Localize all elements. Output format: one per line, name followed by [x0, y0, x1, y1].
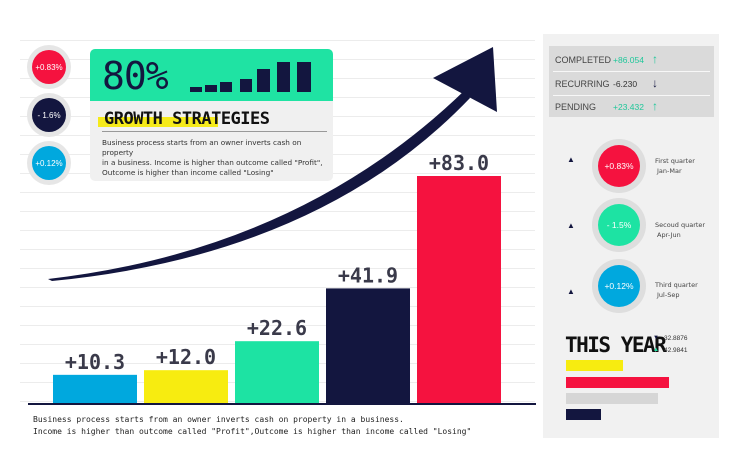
stat-value: +86.054: [613, 55, 644, 65]
mini-bar-icon: [257, 69, 270, 92]
bar: [144, 370, 228, 403]
stat-value: +23.432: [613, 102, 644, 112]
mini-bar-icon: [205, 85, 217, 92]
bar: [417, 176, 501, 403]
card-description: Business process starts from an owner in…: [102, 138, 327, 178]
quarter-value: +0.83%: [598, 145, 640, 187]
quarter-label: First quarter Jan-Mar: [655, 156, 695, 176]
quarter-name: Third quarter: [655, 281, 698, 289]
mini-bar-icon: [220, 82, 232, 92]
triangle-up-icon: ▲: [653, 347, 659, 353]
stat-label: PENDING: [555, 102, 597, 112]
desc-line: in a business. Income is higher than out…: [102, 158, 323, 167]
bottom-line: Income is higher than outcome called "Pr…: [33, 427, 472, 436]
indicator-circle: - 1.6%: [27, 93, 71, 137]
indicator-circle: +0.83%: [27, 45, 71, 89]
bar-label: +22.6: [247, 316, 307, 340]
bottom-line: Business process starts from an owner in…: [33, 415, 404, 424]
this-year-title: THIS YEAR: [565, 333, 667, 357]
bar-label: +83.0: [429, 151, 489, 175]
quarter-months: Apr-Jun: [657, 231, 681, 239]
bar-label: +12.0: [156, 345, 216, 369]
this-year-bar: [566, 393, 658, 404]
bar: [235, 341, 319, 403]
this-year-value: 32.8876: [664, 335, 688, 342]
divider: [102, 131, 327, 132]
arrow-up-icon: ↑: [652, 99, 658, 113]
quarter-circle: +0.12%: [592, 259, 646, 313]
quarter-label: Third quarter Jul-Sep: [655, 280, 698, 300]
bar: [326, 288, 410, 403]
mini-bar-icon: [190, 87, 202, 92]
growth-card: 80% GROWTH STRATEGIES Business process s…: [90, 49, 333, 181]
quarter-label: Secoud quarter Apr-Jun: [655, 220, 705, 240]
stats-divider: [553, 71, 710, 72]
stat-label: COMPLETED: [555, 55, 612, 65]
indicator-value: +0.83%: [32, 50, 66, 84]
arrow-down-icon: ↓: [652, 76, 658, 90]
this-year-bar: [566, 377, 669, 388]
quarter-name: First quarter: [655, 157, 695, 165]
stats-box: [549, 46, 714, 117]
quarter-value: +0.12%: [598, 265, 640, 307]
triangle-up-icon: ▲: [567, 287, 575, 296]
quarter-value: - 1.5%: [598, 204, 640, 246]
quarter-circle: +0.83%: [592, 139, 646, 193]
triangle-down-icon: ▼: [653, 335, 659, 341]
bar: [53, 374, 137, 403]
bottom-description: Business process starts from an owner in…: [33, 414, 471, 438]
arrowhead-icon: [433, 47, 497, 112]
quarter-months: Jan-Mar: [657, 167, 682, 175]
this-year-bar: [566, 360, 623, 371]
quarter-months: Jul-Sep: [657, 291, 680, 299]
bar-label: +10.3: [65, 350, 125, 374]
mini-bar-icon: [240, 79, 252, 92]
card-title: GROWTH STRATEGIES: [104, 109, 270, 129]
stat-value: -6.230: [613, 79, 638, 89]
quarter-circle: - 1.5%: [592, 198, 646, 252]
bar-label: +41.9: [338, 263, 398, 287]
this-year-bar: [566, 409, 602, 420]
triangle-up-icon: ▲: [567, 221, 575, 230]
this-year-value: 42.9841: [664, 347, 688, 354]
title-highlight: [98, 117, 218, 127]
indicator-circle: +0.12%: [27, 141, 71, 185]
trend-arrow-icon: [48, 90, 470, 281]
desc-line: Business process starts from an owner in…: [102, 138, 302, 157]
quarter-name: Secoud quarter: [655, 221, 706, 229]
desc-line: Outcome is higher than income called "Lo…: [102, 168, 274, 177]
card-header: 80%: [90, 49, 333, 101]
arrow-up-icon: ↑: [652, 52, 658, 66]
stats-divider: [553, 95, 710, 96]
stat-label: RECURRING: [555, 79, 610, 89]
growth-percent: 80%: [102, 54, 169, 98]
indicator-value: +0.12%: [32, 146, 66, 180]
mini-bar-icon: [277, 62, 290, 92]
triangle-up-icon: ▲: [567, 155, 575, 164]
mini-bar-icon: [297, 62, 311, 92]
indicator-value: - 1.6%: [32, 98, 66, 132]
